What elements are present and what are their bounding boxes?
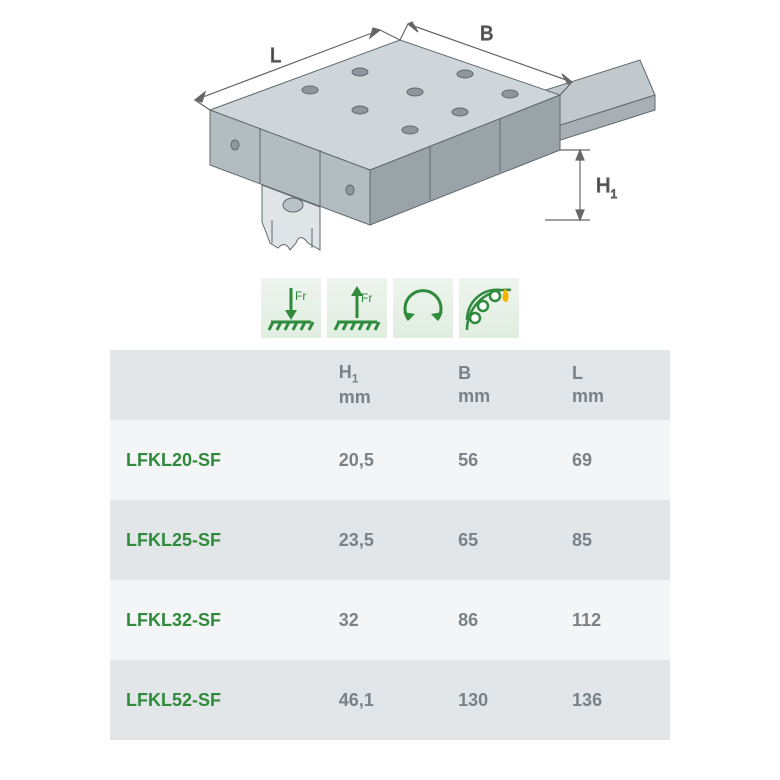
radial-load-up-icon: Fr bbox=[327, 278, 387, 338]
table-row: LFKL32-SF 32 86 112 bbox=[110, 580, 670, 660]
svg-text:H1: H1 bbox=[596, 175, 617, 201]
cell-b: 130 bbox=[442, 660, 556, 740]
lubrication-icon bbox=[459, 278, 519, 338]
cell-b: 56 bbox=[442, 420, 556, 500]
cell-h1: 46,1 bbox=[323, 660, 442, 740]
table-header-row: H1 mm B mm L mm bbox=[110, 350, 670, 420]
svg-text:L: L bbox=[270, 45, 281, 67]
cell-b: 65 bbox=[442, 500, 556, 580]
part-number: LFKL20-SF bbox=[110, 420, 323, 500]
moment-load-icon bbox=[393, 278, 453, 338]
cell-h1: 20,5 bbox=[323, 420, 442, 500]
col-l: L mm bbox=[556, 350, 670, 420]
col-b: B mm bbox=[442, 350, 556, 420]
cell-l: 85 bbox=[556, 500, 670, 580]
cell-l: 112 bbox=[556, 580, 670, 660]
table-row: LFKL25-SF 23,5 65 85 bbox=[110, 500, 670, 580]
table-row: LFKL20-SF 20,5 56 69 bbox=[110, 420, 670, 500]
col-part bbox=[110, 350, 323, 420]
col-h1: H1 mm bbox=[323, 350, 442, 420]
dimensions-table: H1 mm B mm L mm LFKL20-SF 20,5 56 69 bbox=[110, 350, 670, 740]
cell-h1: 32 bbox=[323, 580, 442, 660]
cell-h1: 23,5 bbox=[323, 500, 442, 580]
cell-l: 69 bbox=[556, 420, 670, 500]
dimensioned-drawing: L B H1 bbox=[0, 0, 780, 270]
dimension-H1: H1 bbox=[545, 150, 617, 220]
table-row: LFKL52-SF 46,1 130 136 bbox=[110, 660, 670, 740]
svg-text:Fr: Fr bbox=[295, 289, 306, 303]
cell-b: 86 bbox=[442, 580, 556, 660]
svg-text:Fr: Fr bbox=[361, 291, 372, 305]
part-number: LFKL32-SF bbox=[110, 580, 323, 660]
radial-load-down-icon: Fr bbox=[261, 278, 321, 338]
cell-l: 136 bbox=[556, 660, 670, 740]
part-number: LFKL25-SF bbox=[110, 500, 323, 580]
part-number: LFKL52-SF bbox=[110, 660, 323, 740]
svg-text:B: B bbox=[480, 23, 493, 45]
property-icons: Fr Fr bbox=[261, 278, 519, 338]
